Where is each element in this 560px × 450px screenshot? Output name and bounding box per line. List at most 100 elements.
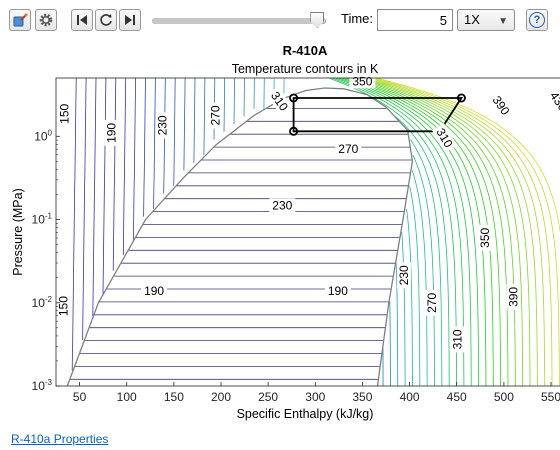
contour-label-bg bbox=[487, 90, 515, 121]
contour-label: 270 bbox=[425, 292, 439, 312]
cycle-state-point bbox=[456, 93, 466, 103]
isotherm-vapor bbox=[395, 116, 450, 386]
isotherm-liquid bbox=[193, 77, 196, 163]
isotherm-vapor bbox=[335, 77, 472, 386]
isotherm-liquid bbox=[112, 77, 117, 271]
contour-label: 190 bbox=[328, 284, 348, 298]
contour-label-bg bbox=[266, 86, 293, 116]
isotherm-vapor bbox=[410, 139, 443, 387]
chart-title: R-410A bbox=[283, 43, 328, 58]
contour-label: 230 bbox=[397, 265, 411, 285]
slider-thumb[interactable] bbox=[310, 12, 325, 28]
isotherm-vapor bbox=[409, 185, 421, 386]
contour-label: 190 bbox=[105, 123, 119, 143]
toolbar: Time: 1X ▼ ? bbox=[0, 0, 560, 40]
isotherm-liquid bbox=[82, 77, 87, 340]
isotherm-vapor bbox=[412, 154, 435, 386]
contour-label: 150 bbox=[58, 103, 72, 123]
contour-label: 390 bbox=[506, 287, 520, 307]
isotherm-vapor bbox=[369, 77, 553, 387]
isotherm-liquid bbox=[173, 77, 176, 186]
contour-label-bg bbox=[104, 119, 119, 146]
contour-label-bg bbox=[57, 100, 72, 127]
contour-label-bg bbox=[324, 284, 351, 299]
isotherm-liquid bbox=[133, 77, 136, 240]
contour-label: 230 bbox=[272, 198, 292, 212]
x-tick-label: 200 bbox=[211, 390, 231, 404]
isotherm-liquid bbox=[233, 77, 235, 125]
contour-label: 270 bbox=[208, 105, 222, 125]
cycle-state-point bbox=[289, 126, 299, 136]
contour-label: 150 bbox=[57, 296, 71, 316]
slider-fill bbox=[152, 18, 318, 24]
isotherm-liquid bbox=[243, 77, 245, 117]
jump-to-start-button[interactable] bbox=[71, 9, 93, 31]
y-tick-label: 10-1 bbox=[32, 212, 53, 227]
contour-label-bg bbox=[56, 293, 71, 320]
isotherm-liquid bbox=[71, 77, 77, 371]
contour-label-bg bbox=[335, 141, 362, 156]
x-tick-label: 500 bbox=[494, 390, 514, 404]
contour-label: 230 bbox=[156, 115, 170, 135]
isotherm-liquid bbox=[122, 77, 127, 256]
contour-label-bg bbox=[506, 283, 521, 310]
isotherm-liquid bbox=[223, 77, 226, 132]
time-input[interactable] bbox=[377, 9, 453, 31]
isotherm-vapor bbox=[338, 77, 479, 386]
isotherm-vapor bbox=[401, 231, 406, 386]
isotherm-vapor bbox=[357, 77, 524, 386]
chart-subtitle: Temperature contours in K bbox=[232, 62, 379, 76]
cycle-state-point bbox=[289, 93, 299, 103]
isotherm-liquid bbox=[183, 77, 186, 171]
contour-label-bg bbox=[478, 224, 492, 251]
isotherm-liquid bbox=[92, 77, 97, 317]
contour-label: 310 bbox=[451, 329, 465, 349]
plot-area bbox=[56, 78, 560, 386]
time-slider[interactable] bbox=[152, 12, 332, 28]
contour-label-bg bbox=[545, 86, 560, 116]
y-tick-label: 10-3 bbox=[32, 378, 53, 393]
contour-label: 350 bbox=[352, 74, 372, 88]
isotherm-vapor bbox=[351, 77, 509, 386]
x-axis-label: Specific Enthalpy (kJ/kg) bbox=[237, 407, 374, 421]
gear-icon bbox=[39, 13, 53, 27]
isotherm-vapor bbox=[363, 77, 538, 387]
x-tick-label: 300 bbox=[305, 390, 325, 404]
time-label: Time: bbox=[341, 11, 374, 26]
saturation-curve bbox=[66, 87, 414, 387]
x-tick-label: 550 bbox=[541, 390, 560, 404]
settings-button[interactable] bbox=[35, 9, 57, 31]
isotherm-liquid bbox=[143, 77, 146, 217]
render-icon bbox=[13, 13, 28, 27]
isotherm-vapor bbox=[389, 301, 391, 386]
isotherm-vapor bbox=[354, 77, 516, 386]
contour-label: 350 bbox=[478, 227, 492, 247]
y-tick-label: 100 bbox=[34, 128, 52, 143]
x-tick-label: 350 bbox=[352, 390, 372, 404]
contour-label-bg bbox=[431, 123, 458, 153]
x-tick-label: 400 bbox=[400, 390, 420, 404]
y-axis-label: Pressure (MPa) bbox=[11, 188, 25, 276]
contour-label-bg bbox=[208, 102, 223, 129]
contour-label-bg bbox=[425, 289, 440, 316]
isotherm-liquid bbox=[153, 77, 156, 209]
x-tick-label: 150 bbox=[164, 390, 184, 404]
y-tick-label: 10-2 bbox=[32, 295, 53, 310]
contour-label-bg bbox=[269, 198, 296, 213]
isotherm-vapor bbox=[395, 262, 399, 387]
properties-link[interactable]: R-410a Properties bbox=[11, 432, 109, 446]
jump-to-end-button[interactable] bbox=[119, 9, 141, 31]
contour-label-bg bbox=[450, 326, 465, 353]
x-tick-label: 50 bbox=[73, 390, 87, 404]
contour-label: 270 bbox=[338, 142, 358, 156]
speed-dropdown[interactable]: 1X ▼ bbox=[457, 9, 515, 31]
refresh-icon bbox=[100, 14, 112, 26]
isotherm-vapor bbox=[347, 77, 501, 386]
replay-button[interactable] bbox=[95, 9, 117, 31]
isotherm-vapor bbox=[376, 77, 560, 234]
render-button[interactable] bbox=[9, 9, 31, 31]
help-button[interactable]: ? bbox=[526, 9, 548, 31]
skip-forward-icon bbox=[125, 15, 135, 25]
